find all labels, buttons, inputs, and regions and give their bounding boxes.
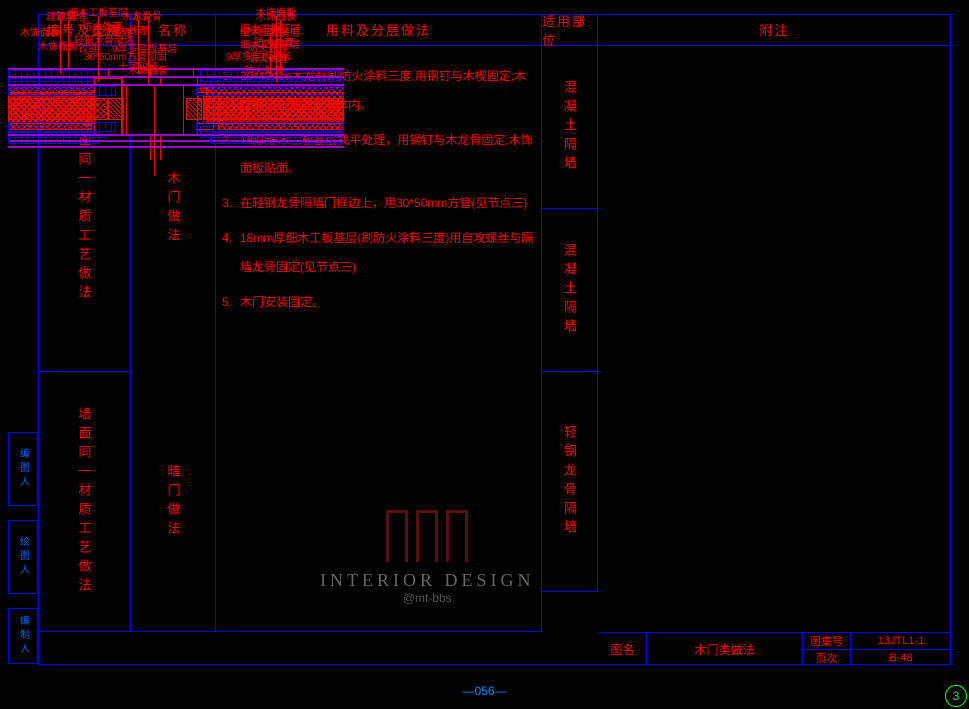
title-value: 木门类做法 bbox=[647, 633, 803, 665]
instruction-3: 3. 在轻钢龙骨隔墙门框边上，用30*50mm方管(见节点三) bbox=[222, 189, 538, 218]
instr-text: 18mm厚细木工板基层(刷防火涂料三度)用自攻螺丝与隔墙龙骨固定(见节点三) bbox=[240, 224, 538, 282]
stud-hatch bbox=[204, 98, 344, 120]
row2-category: 墙面同一材质工艺做法 bbox=[38, 372, 131, 632]
leader-line bbox=[148, 56, 149, 84]
table-row-2: 墙面同一材质工艺做法 暗门做法 轻钢龙骨隔墙 bbox=[38, 372, 951, 632]
row1-parts: 混凝土隔墙 混凝土隔墙 bbox=[542, 46, 598, 372]
leader-line bbox=[98, 16, 99, 82]
stud-hatch bbox=[8, 98, 108, 120]
instruction-5: 5. 木门安装固定。 bbox=[222, 288, 538, 317]
row2-part1: 轻钢龙骨隔墙 bbox=[542, 372, 598, 592]
tube-reinforce bbox=[108, 98, 124, 120]
row1-part1: 混凝土隔墙 bbox=[542, 46, 598, 209]
section-bottom bbox=[8, 146, 344, 148]
row1-part2: 混凝土隔墙 bbox=[542, 209, 598, 372]
header-col4: 适用部位 bbox=[542, 14, 598, 45]
row2-instructions-cell bbox=[216, 372, 542, 632]
centerline bbox=[154, 86, 155, 176]
d3-label: 30*50mm方管加固 bbox=[84, 48, 167, 63]
instr-num: 4. bbox=[222, 224, 240, 282]
hatch bbox=[8, 86, 116, 96]
leader-line bbox=[276, 16, 277, 82]
instr-num: 5. bbox=[222, 288, 240, 317]
title-info: 图集号 13JTL1-1 页次 B-48 bbox=[803, 633, 951, 665]
leader-line bbox=[60, 20, 61, 74]
door-opening bbox=[126, 86, 184, 134]
hatch bbox=[8, 122, 116, 132]
title-label: 图名 bbox=[599, 633, 647, 665]
d3-label: 防火处理 bbox=[244, 62, 284, 77]
page-number: —056— bbox=[0, 684, 969, 698]
instr-text: 在轻钢龙骨隔墙门框边上，用30*50mm方管(见节点三) bbox=[240, 189, 538, 218]
tube-reinforce bbox=[186, 98, 202, 120]
d3-label: 9厚多层板基层 bbox=[226, 48, 292, 63]
section-bottom bbox=[8, 134, 344, 136]
hatch bbox=[196, 122, 344, 132]
row2-name: 暗门做法 bbox=[131, 372, 216, 632]
d3-label: 防火处理 bbox=[82, 18, 122, 33]
d2-label: 木饰面板 bbox=[38, 38, 78, 53]
d3-label: 轻钢龙骨隔墙 bbox=[74, 32, 134, 47]
instr-num: 3. bbox=[222, 189, 240, 218]
instr-text: 木门安装固定。 bbox=[240, 288, 538, 317]
instruction-4: 4. 18mm厚细木工板基层(刷防火涂料三度)用自攻螺丝与隔墙龙骨固定(见节点三… bbox=[222, 224, 538, 282]
title-block: 图名 木门类做法 图集号 13JTL1-1 页次 B-48 bbox=[599, 632, 951, 665]
hatch bbox=[196, 86, 344, 96]
header-col5: 附注 bbox=[598, 14, 951, 45]
side-tab-3: 编制人 bbox=[8, 608, 38, 664]
page-value: B-48 bbox=[851, 650, 951, 666]
sheet-label: 图集号 bbox=[803, 633, 851, 649]
side-tab-1: 编图人 bbox=[8, 432, 38, 506]
d1-label: 木饰面板 bbox=[20, 24, 60, 39]
side-tab-2: 绘图人 bbox=[8, 520, 38, 594]
d3-label: 细木工板基层 bbox=[240, 20, 300, 35]
page-label: 页次 bbox=[803, 650, 851, 666]
sheet-value: 13JTL1-1 bbox=[851, 633, 951, 649]
d3-label: 防火处理 bbox=[254, 34, 294, 49]
